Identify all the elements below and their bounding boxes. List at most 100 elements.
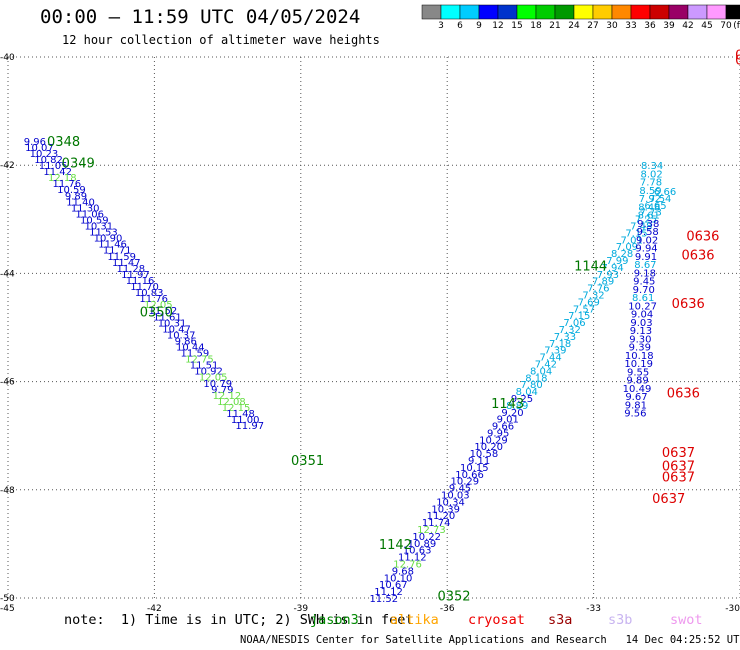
y-tick-label: -42: [0, 161, 15, 171]
wave-height-value: 10.23: [30, 149, 59, 160]
chart-subtitle: 12 hour collection of altimeter wave hei…: [62, 33, 380, 47]
colorbar-tick-label: 24: [568, 21, 580, 31]
wave-height-value: 7.48: [630, 222, 652, 233]
satellite-legend-item: s3b: [608, 612, 633, 628]
wave-height-value: 11.52: [369, 594, 398, 605]
wave-height-value: 9.13: [630, 326, 652, 337]
wave-height-value: 7.15: [625, 228, 647, 239]
wave-height-value: 7.80: [520, 380, 542, 391]
wave-height-value: 7.18: [549, 339, 571, 350]
wave-height-value: 7.57: [573, 304, 595, 315]
wave-height-value: 9.70: [633, 285, 655, 296]
y-tick-label: -48: [0, 486, 15, 496]
wave-height-value: 7.76: [587, 284, 609, 295]
wave-height-value: 7.44: [539, 353, 561, 364]
colorbar-swatch: [554, 4, 575, 20]
wave-height-value: 10.66: [455, 470, 484, 481]
wave-height-value: 9.81: [625, 400, 647, 411]
colorbar-swatch: [421, 4, 442, 20]
wave-height-value: 8.18: [525, 373, 547, 384]
wave-height-value: 12.08: [217, 397, 246, 408]
wave-height-value: 9.11: [468, 456, 490, 467]
colorbar-swatch: [611, 4, 632, 20]
pass-label: 0637: [662, 470, 695, 485]
pass-label: 0637: [662, 446, 695, 461]
pass-label: 0350: [140, 305, 173, 320]
wave-height-value: 11.06: [75, 209, 104, 220]
wave-height-value: 10.90: [94, 234, 123, 245]
colorbar-unit-label: (ft): [733, 21, 740, 31]
x-tick-label: -42: [147, 604, 162, 614]
wave-height-value: 8.04: [516, 387, 538, 398]
wave-height-value: 10.67: [379, 580, 408, 591]
wave-height-value: 9.67: [625, 392, 647, 403]
colorbar-tick-label: 39: [663, 21, 675, 31]
wave-height-value: 8.04: [530, 366, 552, 377]
wave-height-value: 9.66: [492, 422, 514, 433]
wave-height-value: 9.02: [636, 235, 658, 246]
wave-height-value: 11.28: [117, 264, 146, 275]
wave-height-value: 7.09: [616, 242, 638, 253]
chart-note: note: 1) Time is in UTC; 2) SWH is in fe…: [64, 612, 414, 628]
wave-height-value: 11.61: [153, 312, 182, 323]
wave-height-value: 12.12: [213, 391, 242, 402]
x-tick-label: -36: [440, 604, 455, 614]
wave-height-value: 11.59: [181, 349, 210, 360]
wave-height-value: 8.61: [638, 211, 660, 222]
wave-height-value: 9.04: [631, 310, 653, 321]
wave-height-value: 7.25: [635, 215, 657, 226]
wave-height-value: 11.40: [66, 197, 95, 208]
colorbar-swatch: [516, 4, 537, 20]
colorbar-swatch: [535, 4, 556, 20]
x-tick-label: -39: [293, 604, 308, 614]
satellite-legend-item: jason3: [310, 612, 359, 628]
wave-height-value: 12.05: [199, 373, 228, 384]
y-tick-label: -50: [0, 594, 15, 604]
wave-height-value: 10.59: [57, 185, 86, 196]
pass-label: 0349: [62, 156, 95, 171]
wave-height-value: 10.22: [412, 532, 441, 543]
colorbar-swatch: [649, 4, 670, 20]
wave-height-value: 12.73: [417, 525, 446, 536]
page-title: 00:00 – 11:59 UTC 04/05/2024: [40, 6, 361, 28]
wave-height-value: 10.31: [85, 222, 114, 233]
pass-label: 063: [735, 54, 740, 69]
credit-line: NOAA/NESDIS Center for Satellite Applica…: [240, 634, 740, 646]
colorbar-tick-label: 3: [438, 21, 444, 31]
wave-height-value: 11.51: [190, 361, 219, 372]
x-tick-label: -45: [0, 604, 15, 614]
wave-height-value: 9.68: [392, 566, 414, 577]
wave-height-value: 9.30: [629, 334, 651, 345]
colorbar-tick-label: 70: [720, 21, 732, 31]
wave-height-value: 9.01: [497, 415, 519, 426]
wave-height-value: 9.86: [175, 336, 197, 347]
pass-label: 0636: [667, 386, 700, 401]
wave-height-value: 9.45: [633, 277, 655, 288]
pass-label: 0348: [47, 135, 80, 150]
wave-height-value: 9.94: [635, 244, 657, 255]
colorbar-swatch: [687, 4, 708, 20]
colorbar-swatch: [706, 4, 727, 20]
wave-height-value: 7.32: [582, 290, 604, 301]
wave-height-value: 7.42: [535, 359, 557, 370]
wave-height-value: 11.30: [71, 203, 100, 214]
colorbar-tick-label: 30: [606, 21, 618, 31]
wave-height-value: 7.69: [578, 297, 600, 308]
wave-height-value: 10.29: [479, 435, 508, 446]
wave-height-value: 12.15: [222, 403, 251, 414]
colorbar-swatch: [440, 4, 461, 20]
pass-label: 0636: [681, 248, 714, 263]
wave-height-value: 11.71: [103, 246, 132, 257]
wave-height-value: 12.05: [144, 300, 173, 311]
wave-height-value: 11.59: [107, 252, 136, 263]
y-tick-label: -40: [0, 53, 15, 63]
wave-height-value: 9.03: [630, 318, 652, 329]
wave-height-value: 11.76: [53, 179, 82, 190]
wave-height-value: 7.06: [563, 318, 585, 329]
wave-height-value: 11.76: [139, 294, 168, 305]
satellite-legend-item: cryosat: [468, 612, 525, 628]
wave-height-value: 10.58: [470, 449, 499, 460]
wave-height-value: 11.00: [231, 415, 260, 426]
wave-height-value: 7.32: [559, 325, 581, 336]
wave-height-value: 9.20: [501, 408, 523, 419]
